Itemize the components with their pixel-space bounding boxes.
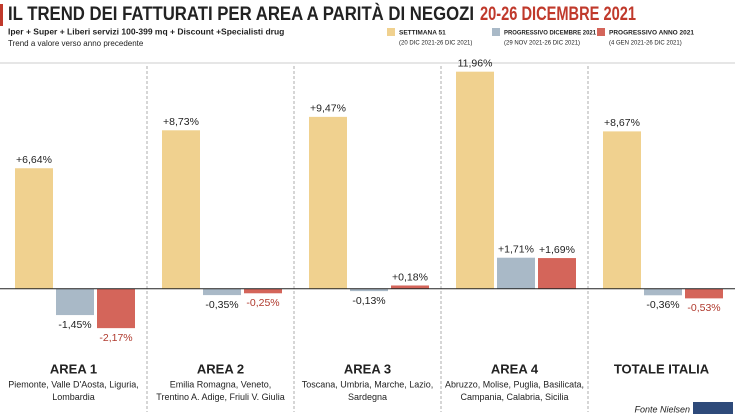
- value-label: +8,73%: [163, 116, 199, 128]
- bar: [350, 288, 388, 292]
- legend-period: (4 GEN 2021-26 DIC 2021): [609, 41, 682, 47]
- legend-swatch: [492, 28, 500, 36]
- value-label: -0,36%: [646, 299, 679, 311]
- bar: [15, 168, 53, 289]
- value-label: +9,47%: [310, 103, 346, 115]
- title-accent: [0, 4, 3, 26]
- legend-period: (20 DIC 2021-26 DIC 2021): [399, 41, 472, 47]
- legend-label: PROGRESSIVO DICEMBRE 2021: [504, 30, 596, 37]
- category-description: Campania, Calabria, Sicilia: [460, 392, 568, 402]
- value-label: +1,71%: [498, 243, 534, 255]
- category-description: Lombardia: [52, 392, 95, 402]
- bar: [644, 288, 682, 296]
- bar: [497, 257, 535, 289]
- bar: [162, 130, 200, 289]
- value-label: -1,45%: [58, 319, 91, 331]
- chart-title-highlight: 20-26 DICEMBRE 2021: [480, 4, 636, 25]
- value-label: +6,64%: [16, 154, 52, 166]
- bar: [391, 285, 429, 289]
- value-label: -0,25%: [246, 297, 279, 309]
- note: Trend a valore verso anno precedente: [8, 39, 144, 48]
- value-label: -0,35%: [205, 299, 238, 311]
- category-label: AREA 1: [50, 361, 97, 376]
- category-label: AREA 3: [344, 361, 391, 376]
- value-label: -0,53%: [687, 302, 720, 314]
- value-label: +0,18%: [392, 271, 428, 283]
- category-description: Piemonte, Valle D'Aosta, Liguria,: [8, 379, 139, 389]
- legend-period: (29 NOV 2021-26 DIC 2021): [504, 41, 580, 47]
- bar: [603, 131, 641, 289]
- category-description: Toscana, Umbria, Marche, Lazio,: [302, 379, 434, 389]
- category-description: Emilia Romagna, Veneto,: [170, 379, 272, 389]
- chart-title: IL TREND DEI FATTURATI PER AREA A PARITÀ…: [8, 3, 474, 25]
- value-label: -0,13%: [352, 295, 385, 307]
- legend-swatch: [387, 28, 395, 36]
- bar: [97, 288, 135, 329]
- category-label: AREA 4: [491, 361, 539, 376]
- legend-label: SETTIMANA 51: [399, 30, 446, 37]
- category-label: AREA 2: [197, 361, 244, 376]
- category-description: Abruzzo, Molise, Puglia, Basilicata,: [445, 379, 584, 389]
- legend-swatch: [597, 28, 605, 36]
- bar: [538, 258, 576, 289]
- value-label: +8,67%: [604, 117, 640, 129]
- category-label: TOTALE ITALIA: [614, 361, 710, 376]
- category-description: Trentino A. Adige, Friuli V. Giulia: [156, 392, 284, 402]
- value-label: 11,96%: [458, 57, 493, 69]
- category-description: Sardegna: [348, 392, 387, 402]
- value-label: +1,69%: [539, 244, 575, 256]
- bar: [456, 71, 494, 289]
- bar: [309, 116, 347, 289]
- value-label: -2,17%: [99, 332, 132, 344]
- bar: [685, 288, 723, 299]
- bar: [244, 288, 282, 294]
- bar: [203, 288, 241, 296]
- bar: [56, 288, 94, 316]
- source: Fonte Nielsen: [634, 404, 690, 414]
- legend-label: PROGRESSIVO ANNO 2021: [609, 30, 694, 37]
- logo: [693, 402, 733, 414]
- subtitle: Iper + Super + Liberi servizi 100-399 mq…: [8, 26, 284, 36]
